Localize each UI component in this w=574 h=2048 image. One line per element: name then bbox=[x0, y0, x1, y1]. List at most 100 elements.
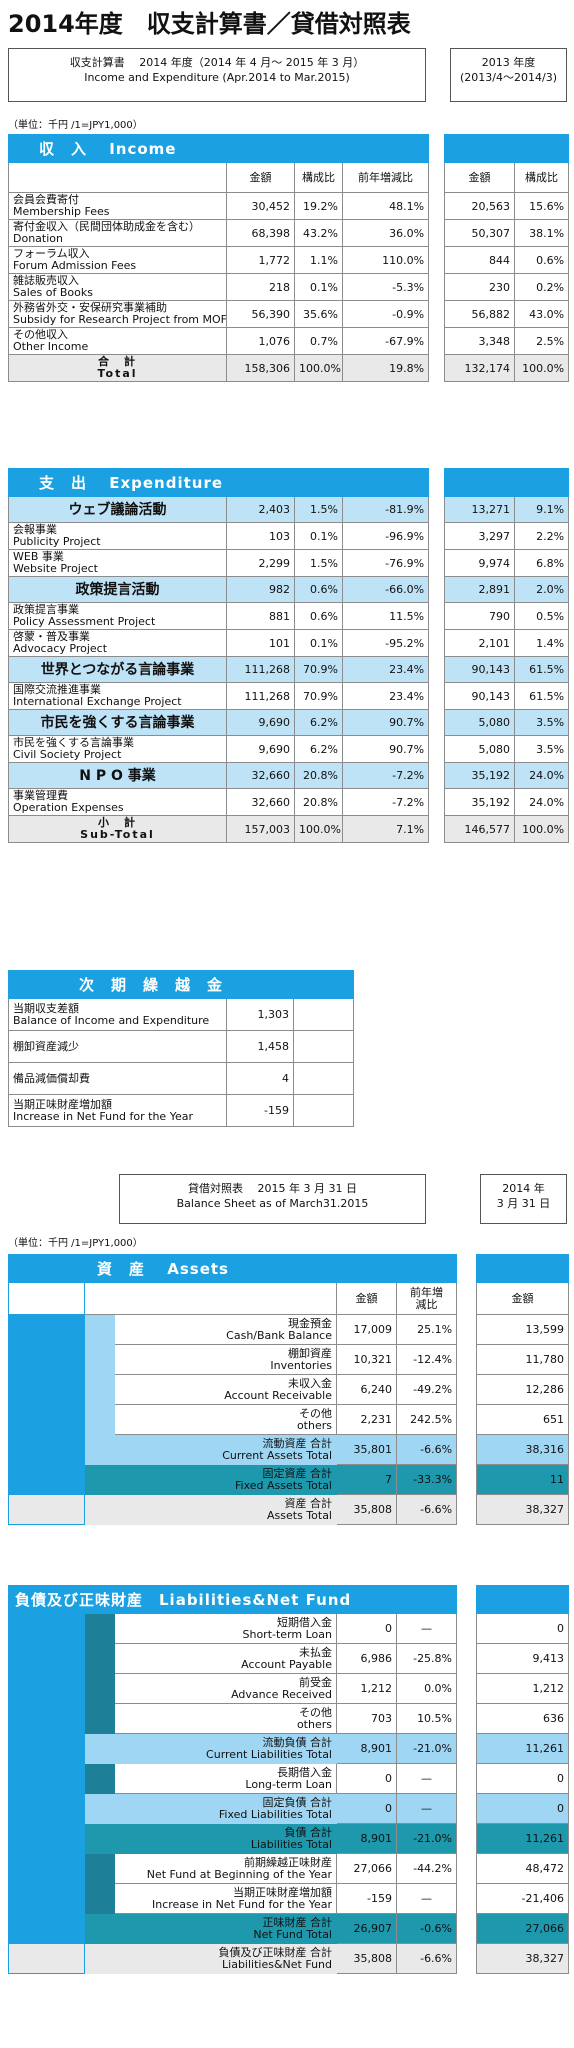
expenditure-total-label-jp: 小 計 bbox=[98, 816, 137, 829]
bs-prev-header-box: 2014 年 3 月 31 日 bbox=[480, 1174, 567, 1224]
expenditure-prev-amount: 90,143 bbox=[444, 682, 516, 710]
liabilities-change: -21.0% bbox=[395, 1733, 458, 1764]
page-title: 2014年度 収支計算書／貸借対照表 bbox=[8, 10, 411, 38]
assets-item-label: その他 others bbox=[114, 1404, 337, 1435]
liabilities-change: -21.0% bbox=[395, 1823, 458, 1854]
expenditure-item-label-jp: 国際交流推進事業 bbox=[13, 683, 101, 696]
liabilities-row: 前受金 Advance Received 1,212 0.0% 1,212 bbox=[8, 1673, 570, 1704]
liabilities-gap bbox=[456, 1943, 477, 1974]
assets-col-stripe bbox=[8, 1282, 85, 1315]
assets-prev-amount: 38,316 bbox=[476, 1434, 570, 1465]
liabilities-item-en: Liabilities Total bbox=[250, 1837, 332, 1851]
expenditure-category-row: 市民を強くする言論事業 9,690 6.2% 90.7% 5,080 3.5% bbox=[8, 709, 570, 736]
expenditure-ratio: 20.8% bbox=[294, 788, 343, 816]
liabilities-table: 負債及び正味財産 Liabilities&Net Fund 短期借入金 Short-… bbox=[7, 1585, 570, 1974]
liabilities-gap bbox=[456, 1913, 477, 1944]
assets-stripe-outer bbox=[8, 1434, 85, 1465]
expenditure-item-label-en: Publicity Project bbox=[13, 535, 101, 548]
liabilities-prev-amount: -21,406 bbox=[476, 1883, 570, 1914]
income-prev-amount: 230 bbox=[444, 273, 516, 301]
income-prev-amount: 50,307 bbox=[444, 219, 516, 247]
assets-row: 棚卸資産 Inventories 10,321 -12.4% 11,780 bbox=[8, 1344, 570, 1375]
liabilities-amount: 0 bbox=[336, 1613, 397, 1644]
expenditure-prev-ratio: 24.0% bbox=[514, 762, 570, 789]
liabilities-row: その他 others 703 10.5% 636 bbox=[8, 1703, 570, 1734]
expenditure-gap bbox=[428, 549, 445, 577]
expenditure-change: -7.2% bbox=[341, 788, 430, 816]
assets-stripe-outer bbox=[8, 1344, 85, 1375]
liabilities-row: 短期借入金 Short-term Loan 0—0 bbox=[8, 1613, 570, 1644]
expenditure-ratio: 0.1% bbox=[294, 629, 343, 657]
income-ratio: 1.1% bbox=[294, 246, 343, 274]
assets-item-label: 資産 合計 Assets Total bbox=[84, 1494, 337, 1525]
liabilities-item-jp: その他 bbox=[299, 1705, 332, 1719]
liabilities-item-jp: 当期正味財産増加額 bbox=[233, 1885, 332, 1899]
income-prev-header bbox=[444, 134, 570, 163]
expenditure-item-label: 市民を強くする言論事業 Civil Society Project bbox=[8, 735, 227, 763]
expenditure-change: -95.2% bbox=[341, 629, 430, 657]
expenditure-change: -76.9% bbox=[341, 549, 430, 577]
assets-amount: 35,808 bbox=[336, 1494, 397, 1525]
assets-col-change: 前年増減比 bbox=[395, 1282, 458, 1315]
income-gap bbox=[428, 192, 445, 220]
liabilities-gap bbox=[456, 1853, 477, 1884]
assets-prev-amount: 38,327 bbox=[476, 1494, 570, 1525]
assets-prev-amount: 13,599 bbox=[476, 1314, 570, 1345]
liabilities-prev-amount: 0 bbox=[476, 1793, 570, 1824]
expenditure-prev-ratio: 100.0% bbox=[514, 815, 570, 843]
liabilities-change: 0.0% bbox=[395, 1673, 458, 1704]
expenditure-item-label: WEB 事業 Website Project bbox=[8, 549, 227, 577]
expenditure-gap bbox=[428, 762, 445, 789]
expenditure-total-row: 小 計 Sub-Total 157,003 100.0% 7.1% 146,577 100.… bbox=[8, 815, 570, 843]
expenditure-item-label-jp: 会報事業 bbox=[13, 523, 57, 536]
assets-row: 固定資産 合計 Fixed Assets Total 7 -33.3% 11 bbox=[8, 1464, 570, 1495]
carry-item-label-jp: 当期収支差額 bbox=[13, 1001, 79, 1015]
liabilities-row: 未払金 Account Payable 6,986 -25.8% 9,413 bbox=[8, 1643, 570, 1674]
expenditure-ratio: 0.1% bbox=[294, 522, 343, 550]
expenditure-change: 90.7% bbox=[341, 735, 430, 763]
expenditure-change: -66.0% bbox=[341, 576, 430, 603]
assets-item-en: Inventories bbox=[270, 1358, 332, 1372]
carry-amount: 1,458 bbox=[225, 1030, 295, 1063]
liabilities-prev-amount: 48,472 bbox=[476, 1853, 570, 1884]
expenditure-amount: 9,690 bbox=[226, 735, 295, 763]
income-col-change: 前年増減比 bbox=[341, 162, 430, 193]
income-prev-amount: 20,563 bbox=[444, 192, 516, 220]
assets-section-title: 資 産 Assets bbox=[7, 1254, 458, 1283]
expenditure-prev-ratio: 0.5% bbox=[514, 602, 570, 630]
assets-prev-amount: 11,780 bbox=[476, 1344, 570, 1375]
expenditure-prev-amount: 35,192 bbox=[444, 762, 516, 789]
expenditure-ratio: 20.8% bbox=[294, 762, 343, 789]
liabilities-gap bbox=[456, 1643, 477, 1674]
income-table: 収 入 Income 金額 構成比 前年増減比 金額 構成比 会員会費寄付 Membershi… bbox=[7, 134, 570, 382]
liabilities-change: 10.5% bbox=[395, 1703, 458, 1734]
expenditure-change: 7.1% bbox=[341, 815, 430, 843]
ie-header-line1: 収支計算書 2014 年度（2014 年 4 月～ 2015 年 3 月） bbox=[69, 56, 365, 69]
liabilities-item-label: 短期借入金 Short-term Loan bbox=[114, 1613, 337, 1644]
liabilities-stripe-inner bbox=[84, 1673, 115, 1704]
carry-item-label-jp: 当期正味財産増加額 bbox=[13, 1097, 112, 1111]
liabilities-gap bbox=[456, 1703, 477, 1734]
assets-amount: 35,801 bbox=[336, 1434, 397, 1465]
expenditure-amount: 103 bbox=[226, 522, 295, 550]
assets-prev-amount: 651 bbox=[476, 1404, 570, 1435]
liabilities-stripe-inner bbox=[84, 1853, 115, 1884]
income-item-label: 雑誌販売収入 Sales of Books bbox=[8, 273, 227, 301]
liabilities-item-en: Net Fund at Beginning of the Year bbox=[146, 1867, 332, 1881]
liabilities-item-en: Fixed Liabilities Total bbox=[218, 1807, 332, 1821]
expenditure-total-label: 小 計 Sub-Total bbox=[8, 815, 227, 843]
income-col-ratio: 構成比 bbox=[294, 162, 343, 193]
bs-header-box: 貸借対照表 2015 年 3 月 31 日 Balance Sheet as o… bbox=[119, 1174, 426, 1224]
income-row: 会員会費寄付 Membership Fees 30,452 19.2% 48.1% 20,… bbox=[8, 192, 570, 220]
assets-row: 未収入金 Account Receivable 6,240 -49.2% 12,286 bbox=[8, 1374, 570, 1405]
expenditure-gap bbox=[428, 468, 445, 497]
carry-item-label: 備品減価償却費 bbox=[8, 1062, 227, 1095]
income-change: -5.3% bbox=[341, 273, 430, 301]
expenditure-amount: 2,403 bbox=[226, 496, 295, 523]
income-section-title: 収 入 Income bbox=[7, 134, 430, 163]
liabilities-change: — bbox=[395, 1763, 458, 1794]
expenditure-prev-ratio: 3.5% bbox=[514, 735, 570, 763]
assets-item-label: 現金預金 Cash/Bank Balance bbox=[114, 1314, 337, 1345]
income-item-label-en: Forum Admission Fees bbox=[13, 259, 137, 272]
assets-col-blank bbox=[84, 1282, 337, 1315]
